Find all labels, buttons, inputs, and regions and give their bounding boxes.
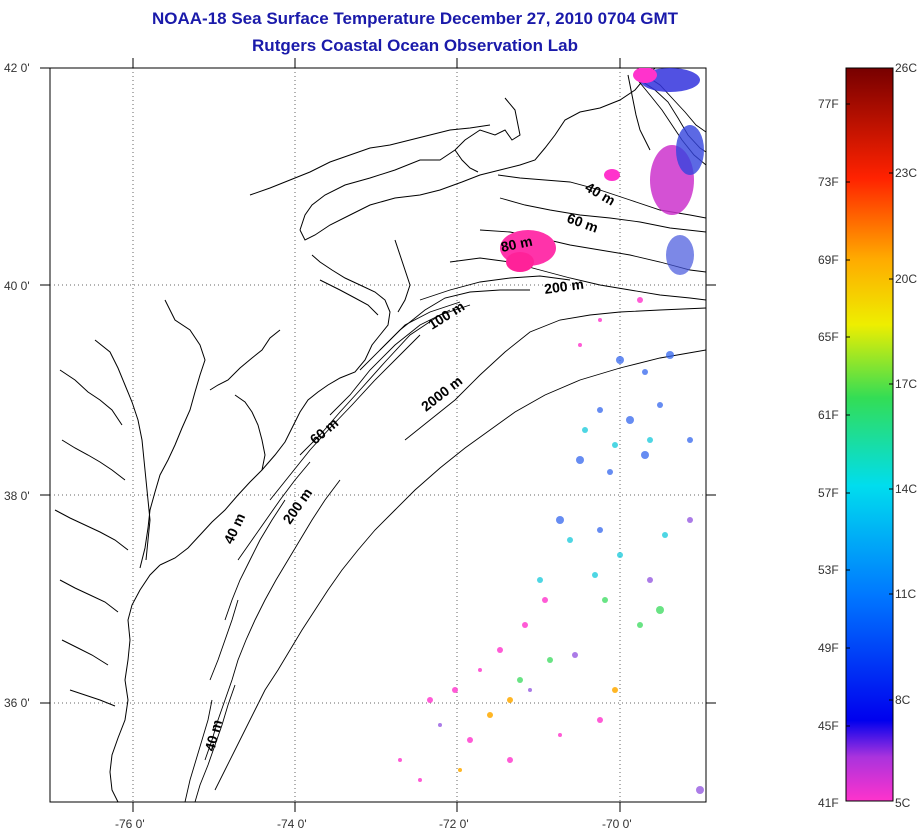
axis-ticks	[40, 58, 716, 812]
lon-label-72: -72 0'	[439, 817, 469, 831]
colorbar-c-5: 5C	[895, 796, 911, 810]
contour-label-80m: 80 m	[499, 233, 534, 255]
colorbar-f-77: 77F	[818, 97, 839, 111]
colorbar-f-49: 49F	[818, 641, 839, 655]
colorbar-c-11: 11C	[895, 587, 916, 601]
colorbar-f-65: 65F	[818, 330, 839, 344]
map-subtitle: Rutgers Coastal Ocean Observation Lab	[252, 36, 578, 55]
lat-label-42: 42 0'	[4, 61, 30, 75]
colorbar-c-17: 17C	[895, 377, 917, 391]
lon-label-76: -76 0'	[115, 817, 145, 831]
colorbar-f-57: 57F	[818, 486, 839, 500]
coastline	[54, 68, 656, 802]
lat-label-38: 38 0'	[4, 489, 30, 503]
colorbar-f-41: 41F	[818, 796, 839, 810]
lat-lon-grid	[50, 68, 706, 802]
lon-label-74: -74 0'	[277, 817, 307, 831]
colorbar-f-53: 53F	[818, 563, 839, 577]
map-frame	[49, 67, 707, 803]
colorbar-c-26: 26C	[895, 61, 917, 75]
colorbar-c-23: 23C	[895, 166, 917, 180]
lat-label-36: 36 0'	[4, 696, 30, 710]
colorbar-f-61: 61F	[818, 408, 839, 422]
lon-label-70: -70 0'	[602, 817, 632, 831]
lat-label-40: 40 0'	[4, 279, 30, 293]
colorbar-c-14: 14C	[895, 482, 917, 496]
colorbar-c-8: 8C	[895, 693, 911, 707]
contour-label-40m-south: 40 m	[201, 718, 225, 753]
colorbar-ticks	[846, 67, 893, 727]
map-title: NOAA-18 Sea Surface Temperature December…	[152, 9, 678, 28]
colorbar	[845, 67, 894, 802]
colorbar-f-69: 69F	[818, 253, 839, 267]
contour-label-200m-north: 200 m	[543, 276, 585, 297]
sst-data	[398, 68, 704, 794]
colorbar-f-45: 45F	[818, 719, 839, 733]
colorbar-c-20: 20C	[895, 272, 917, 286]
colorbar-f-73: 73F	[818, 175, 839, 189]
